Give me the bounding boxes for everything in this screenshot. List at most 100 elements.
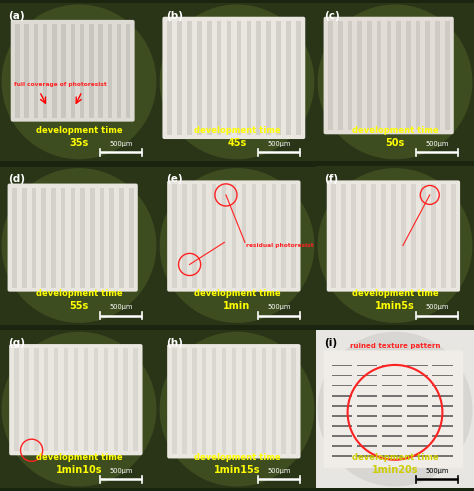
Bar bbox=[80, 188, 85, 288]
Bar bbox=[296, 21, 301, 135]
Bar bbox=[382, 455, 402, 457]
FancyBboxPatch shape bbox=[324, 17, 454, 135]
Bar bbox=[407, 415, 428, 416]
Text: (h): (h) bbox=[166, 338, 183, 348]
Bar bbox=[192, 348, 197, 454]
Bar bbox=[246, 21, 251, 135]
Bar bbox=[187, 21, 191, 135]
Bar bbox=[41, 188, 46, 288]
Bar bbox=[182, 348, 187, 454]
Bar bbox=[407, 385, 428, 386]
Text: ruined texture pattern: ruined texture pattern bbox=[350, 343, 440, 349]
Bar bbox=[286, 21, 291, 135]
FancyBboxPatch shape bbox=[167, 344, 301, 459]
FancyBboxPatch shape bbox=[8, 184, 138, 292]
Bar bbox=[407, 365, 428, 366]
Bar bbox=[262, 348, 266, 454]
Bar bbox=[361, 185, 366, 288]
Circle shape bbox=[318, 168, 473, 323]
Text: development time: development time bbox=[352, 453, 438, 462]
Bar bbox=[382, 375, 402, 377]
Bar bbox=[382, 435, 402, 436]
Bar bbox=[332, 405, 352, 407]
Text: 500μm: 500μm bbox=[109, 304, 133, 310]
Bar bbox=[103, 348, 108, 451]
Bar bbox=[432, 415, 453, 416]
Bar bbox=[332, 415, 352, 416]
Bar bbox=[341, 185, 346, 288]
Bar bbox=[432, 365, 453, 366]
Bar bbox=[332, 395, 352, 397]
Bar bbox=[212, 185, 217, 288]
Bar bbox=[292, 185, 296, 288]
Bar bbox=[113, 348, 118, 451]
Bar bbox=[328, 21, 333, 130]
Text: 35s: 35s bbox=[69, 137, 89, 148]
Circle shape bbox=[160, 168, 314, 323]
Bar bbox=[357, 405, 377, 407]
Text: 1min15s: 1min15s bbox=[214, 465, 260, 475]
Bar bbox=[272, 185, 276, 288]
Bar bbox=[282, 348, 286, 454]
Bar bbox=[99, 24, 103, 118]
Bar bbox=[351, 185, 356, 288]
Bar bbox=[357, 425, 377, 427]
Bar bbox=[134, 348, 138, 451]
Bar bbox=[332, 435, 352, 436]
Bar bbox=[357, 435, 377, 436]
Bar bbox=[212, 348, 217, 454]
Bar bbox=[182, 185, 187, 288]
Bar bbox=[32, 188, 36, 288]
Bar bbox=[357, 445, 377, 446]
Bar bbox=[108, 24, 112, 118]
Bar bbox=[34, 24, 38, 118]
Text: development time: development time bbox=[352, 126, 438, 135]
Text: (e): (e) bbox=[166, 174, 182, 185]
Bar bbox=[432, 435, 453, 436]
Bar bbox=[71, 188, 75, 288]
Circle shape bbox=[318, 332, 473, 487]
Bar bbox=[332, 365, 352, 366]
Bar bbox=[386, 21, 391, 130]
Bar bbox=[382, 365, 402, 366]
Bar bbox=[421, 185, 426, 288]
Bar bbox=[407, 455, 428, 457]
Bar bbox=[24, 348, 28, 451]
Text: development time: development time bbox=[194, 453, 280, 462]
Bar bbox=[357, 385, 377, 386]
Bar bbox=[357, 395, 377, 397]
Bar bbox=[407, 435, 428, 436]
Text: 1min10s: 1min10s bbox=[56, 465, 102, 475]
Bar bbox=[12, 188, 17, 288]
FancyBboxPatch shape bbox=[9, 344, 143, 455]
Bar bbox=[64, 348, 68, 451]
Bar bbox=[382, 425, 402, 427]
Bar bbox=[62, 24, 66, 118]
Bar bbox=[61, 188, 65, 288]
Text: 45s: 45s bbox=[228, 137, 246, 148]
Bar bbox=[367, 21, 372, 130]
Bar bbox=[252, 348, 256, 454]
Text: development time: development time bbox=[36, 453, 122, 462]
Text: (d): (d) bbox=[8, 174, 25, 185]
Bar bbox=[197, 21, 201, 135]
Bar bbox=[177, 21, 182, 135]
Circle shape bbox=[1, 4, 156, 159]
Bar bbox=[407, 375, 428, 377]
Bar bbox=[347, 21, 352, 130]
Bar bbox=[14, 348, 18, 451]
Bar bbox=[331, 185, 336, 288]
Bar bbox=[432, 425, 453, 427]
Text: (f): (f) bbox=[324, 174, 338, 185]
Bar bbox=[109, 188, 114, 288]
Bar bbox=[167, 21, 172, 135]
Bar bbox=[52, 24, 56, 118]
Bar bbox=[172, 185, 177, 288]
Text: development time: development time bbox=[194, 126, 280, 135]
Bar bbox=[411, 185, 416, 288]
Bar bbox=[100, 188, 104, 288]
Text: 500μm: 500μm bbox=[267, 304, 291, 310]
Text: 500μm: 500μm bbox=[109, 140, 133, 147]
Bar bbox=[332, 425, 352, 427]
Bar bbox=[426, 21, 430, 130]
